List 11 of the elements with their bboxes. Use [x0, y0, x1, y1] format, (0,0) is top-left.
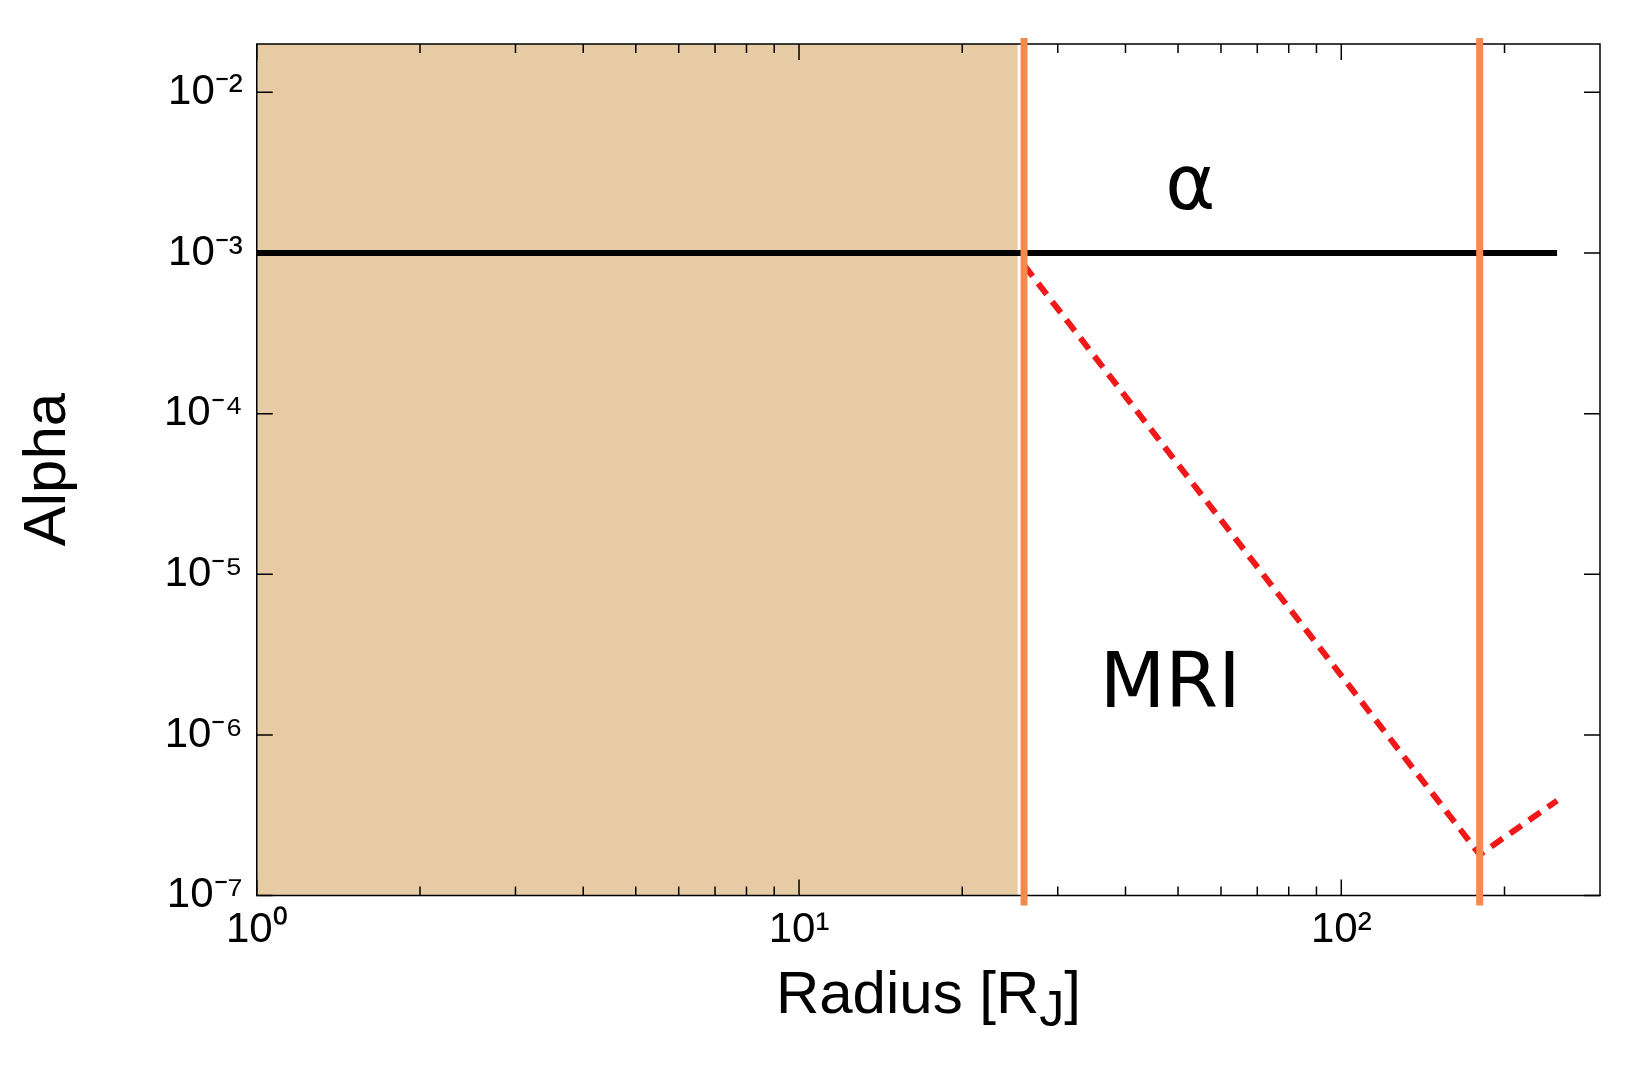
y-axis-title: Alpha — [9, 393, 79, 547]
y-tick-label: 10⁻⁶ — [164, 708, 243, 756]
y-tick-label: 10⁻⁵ — [164, 547, 243, 595]
y-tick-label: 10⁻⁴ — [164, 387, 243, 435]
x-tick-label: 10¹ — [768, 904, 830, 952]
annotation: α — [1165, 137, 1216, 227]
x-tick-label: 10² — [1310, 904, 1372, 952]
y-tick-label: 10⁻³ — [168, 226, 243, 274]
annotation: MRI — [1099, 635, 1241, 725]
y-tick-label: 10⁻² — [168, 65, 243, 113]
x-axis-title: Radius [R$_{J}$] — [775, 957, 1081, 1038]
